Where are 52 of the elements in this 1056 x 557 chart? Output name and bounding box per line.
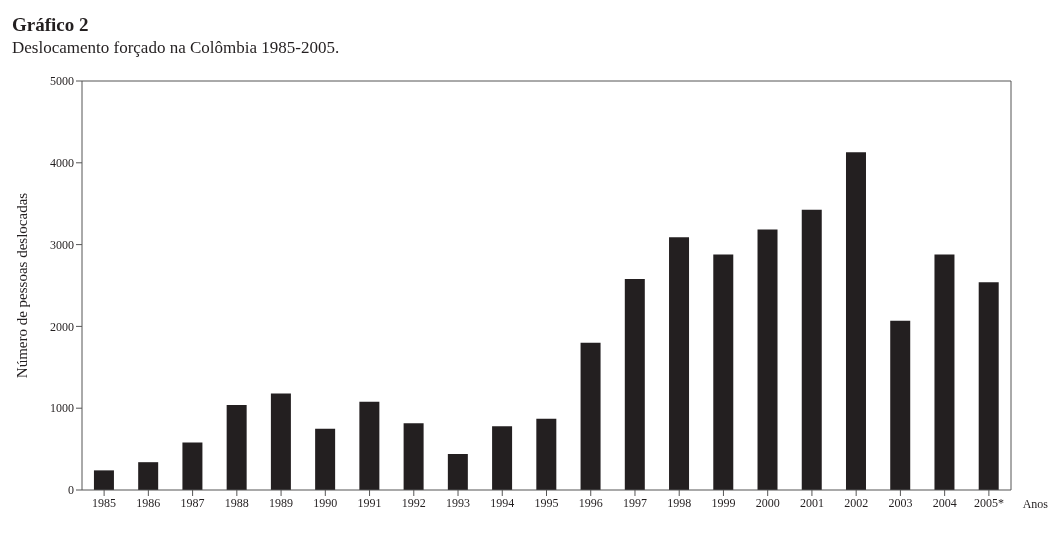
- bar: [315, 428, 336, 490]
- bar: [978, 282, 999, 490]
- x-tick-label: 1997: [622, 495, 647, 510]
- bar: [845, 152, 866, 490]
- x-tick-label: 1992: [401, 495, 426, 510]
- chart-subtitle: Deslocamento forçado na Colômbia 1985-2005.: [12, 38, 341, 58]
- x-tick-label: 2000: [755, 495, 780, 510]
- x-tick-label: 1986: [136, 495, 161, 510]
- bar: [138, 462, 159, 490]
- bar: [447, 454, 468, 490]
- x-tick-label: 2002: [844, 495, 869, 510]
- y-tick-label: 4000: [50, 156, 74, 171]
- x-tick-label: 2005*: [973, 495, 1004, 510]
- bar: [359, 401, 380, 490]
- x-tick-label: 2004: [932, 495, 957, 510]
- x-tick-label: 1987: [180, 495, 205, 510]
- bar: [801, 209, 822, 490]
- x-tick-label: 1990: [313, 495, 338, 510]
- bar: [934, 254, 955, 490]
- y-axis-title: Número de pessoas deslocadas: [14, 192, 31, 379]
- x-tick-label: 2001: [799, 495, 824, 510]
- y-tick-label: 3000: [50, 237, 74, 252]
- bar: [182, 442, 203, 490]
- bar: [624, 278, 645, 490]
- x-tick-label: 1993: [446, 495, 471, 510]
- x-tick-label: 1999: [711, 495, 736, 510]
- y-tick-label: 0: [68, 483, 74, 498]
- bar: [226, 404, 247, 490]
- y-tick-label: 1000: [50, 401, 74, 416]
- bar: [536, 418, 557, 490]
- bar: [890, 320, 911, 490]
- x-tick-label: 1988: [224, 495, 249, 510]
- y-tick-label: 2000: [50, 319, 74, 334]
- bar: [492, 426, 513, 490]
- bar: [270, 393, 291, 490]
- x-tick-label: 1994: [490, 495, 515, 510]
- x-tick-label: 1995: [534, 495, 559, 510]
- bar: [757, 229, 778, 490]
- x-tick-label: 1989: [269, 495, 294, 510]
- x-tick-label: 1998: [667, 495, 692, 510]
- chart-title: Gráfico 2: [12, 14, 90, 36]
- bar: [580, 342, 601, 490]
- bar: [669, 237, 690, 490]
- bar: [713, 254, 734, 490]
- x-tick-label: 1996: [578, 495, 603, 510]
- x-tick-label: 2003: [888, 495, 913, 510]
- bar: [93, 470, 114, 490]
- x-tick-label: 1991: [357, 495, 382, 510]
- y-tick-label: 5000: [50, 74, 74, 89]
- bar: [403, 423, 424, 490]
- x-tick-label: 1985: [92, 495, 117, 510]
- x-axis-title: Anos: [1022, 497, 1048, 512]
